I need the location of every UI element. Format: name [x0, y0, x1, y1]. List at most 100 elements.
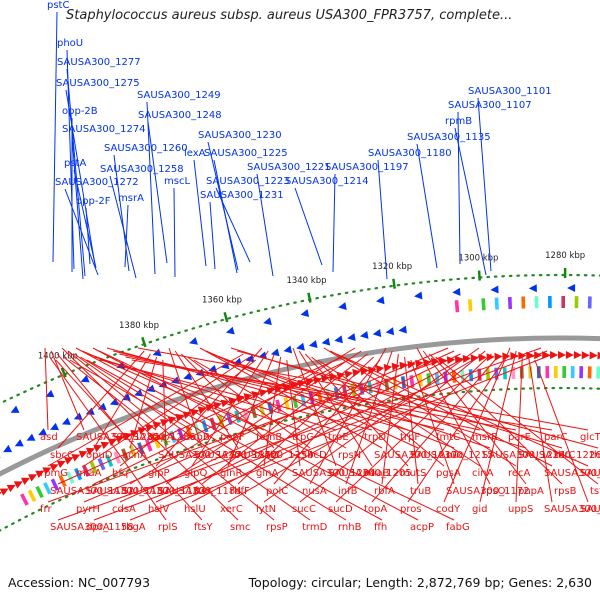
forward-gene-label: SAUSA300_1272 — [55, 177, 139, 188]
scale-label: 1320 kbp — [372, 262, 412, 272]
reverse-gene — [93, 444, 103, 453]
reverse-gene-label: rpsN — [338, 450, 361, 461]
reverse-gene — [534, 351, 543, 360]
reverse-gene-label: frr — [40, 504, 52, 515]
reverse-label-line — [273, 359, 381, 485]
forward-gene — [189, 337, 198, 345]
reverse-label-line — [199, 347, 383, 449]
forward-gene — [270, 348, 280, 357]
forward-gene-block — [507, 296, 513, 310]
reverse-gene-label: asd — [40, 432, 58, 443]
reverse-gene-block — [443, 371, 449, 384]
reverse-label-line — [515, 353, 523, 503]
reverse-gene — [344, 370, 354, 379]
reverse-gene-label: tsf — [590, 486, 600, 497]
reverse-gene-label: glpP — [148, 468, 170, 479]
reverse-gene-label: rbfA — [374, 486, 395, 497]
reverse-gene — [49, 464, 59, 472]
reverse-gene — [122, 432, 132, 441]
forward-gene — [347, 333, 356, 341]
reverse-gene-label: codY — [436, 504, 461, 515]
reverse-label-line — [98, 350, 455, 521]
forward-gene — [321, 337, 331, 346]
reverse-gene-block — [50, 478, 60, 491]
reverse-label-line — [92, 347, 419, 521]
reverse-gene-label: thrB — [590, 450, 600, 461]
reverse-gene-block — [485, 368, 491, 381]
reverse-gene-label: SAUSA300_1160 — [544, 504, 600, 515]
reverse-label-line — [534, 359, 589, 503]
reverse-label-line — [168, 347, 203, 449]
forward-gene — [300, 309, 310, 318]
reverse-gene — [557, 350, 566, 359]
reverse-gene-block — [562, 365, 567, 379]
reverse-label-line — [201, 353, 368, 485]
reverse-gene-label: SAUSA300_1252 — [194, 450, 278, 461]
forward-label-line — [65, 89, 96, 266]
reverse-label-line — [435, 356, 599, 485]
forward-gene — [26, 433, 36, 441]
scale-label: 1280 kbp — [545, 251, 585, 261]
forward-gene — [45, 389, 55, 398]
reverse-gene-label: fabG — [446, 522, 470, 533]
forward-gene — [414, 291, 423, 300]
forward-gene-block — [561, 295, 566, 309]
forward-label-line — [377, 159, 388, 280]
forward-gene — [372, 329, 382, 337]
reverse-label-line — [86, 359, 383, 521]
reverse-gene-label: truB — [410, 486, 431, 497]
reverse-gene — [160, 419, 169, 427]
reverse-label-line — [191, 356, 467, 503]
reverse-gene-label: sbcC — [50, 450, 74, 461]
reverse-gene — [152, 421, 162, 430]
reverse-gene-block — [283, 397, 290, 411]
reverse-label-line — [422, 350, 527, 485]
reverse-gene — [407, 360, 416, 369]
forward-label-line — [256, 173, 274, 277]
scale-label: 1400 kbp — [38, 352, 78, 362]
reverse-label-line — [407, 359, 505, 503]
reverse-label-line — [227, 359, 474, 503]
reverse-label-line — [80, 356, 347, 521]
reverse-label-line — [335, 353, 492, 503]
reverse-gene — [415, 359, 424, 368]
reverse-label-line — [227, 353, 275, 467]
forward-gene — [109, 397, 119, 406]
reverse-label-line — [83, 347, 449, 503]
forward-label-line — [64, 188, 99, 276]
reverse-gene-label: rplS — [158, 522, 178, 533]
reverse-gene-label: ffh — [374, 522, 387, 533]
reverse-gene-label: SAUSA300_1181 — [50, 486, 134, 497]
reverse-gene-label: SAUSA300_1215 — [410, 450, 494, 461]
forward-gene-block — [467, 299, 473, 312]
reverse-gene-block — [587, 366, 592, 379]
reverse-gene-label: rnhB — [338, 522, 362, 533]
reverse-gene-label: parC — [544, 432, 568, 443]
forward-gene — [490, 285, 499, 294]
reverse-gene-label: SAUSA300_1226 — [518, 450, 600, 461]
forward-gene-label: SAUSA300_1180 — [368, 148, 452, 159]
reverse-gene — [20, 477, 30, 485]
forward-gene — [359, 331, 369, 339]
forward-label-line — [71, 135, 84, 280]
forward-gene-label: SAUSA300_1231 — [200, 190, 284, 201]
reverse-label-line — [63, 356, 157, 431]
reverse-gene-label: xerC — [220, 504, 243, 515]
reverse-label-line — [404, 356, 419, 485]
reverse-gene — [0, 488, 9, 496]
scale-tick — [223, 311, 229, 323]
reverse-gene-label: glpQ — [184, 468, 207, 479]
reverse-gene-label: dprA — [86, 522, 110, 533]
reverse-label-line — [429, 353, 563, 485]
forward-label-line — [454, 127, 487, 276]
reverse-gene-label: nusA — [302, 486, 327, 497]
reverse-label-line — [47, 353, 244, 467]
reverse-label-line — [237, 356, 374, 485]
forward-label-line — [457, 111, 461, 265]
forward-gene-label: SAUSA300_1275 — [56, 78, 140, 89]
reverse-gene-label: SAUSA300_1183 — [122, 486, 206, 497]
reverse-label-line — [47, 359, 442, 503]
reverse-gene-block — [27, 489, 37, 502]
reverse-label-line — [443, 347, 511, 503]
